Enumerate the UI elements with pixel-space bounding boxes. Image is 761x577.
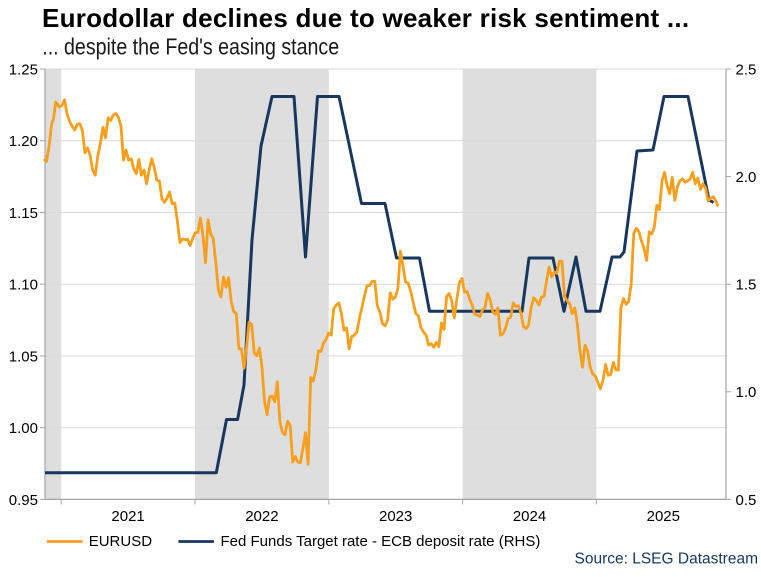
svg-text:1.25: 1.25 — [9, 61, 38, 78]
svg-text:EURUSD: EURUSD — [89, 533, 153, 550]
svg-text:1.0: 1.0 — [736, 384, 757, 401]
svg-text:1.00: 1.00 — [9, 420, 38, 437]
svg-text:Eurodollar declines due to wea: Eurodollar declines due to weaker risk s… — [42, 3, 689, 33]
svg-text:2021: 2021 — [111, 508, 144, 525]
svg-text:1.10: 1.10 — [9, 277, 38, 294]
svg-text:0.95: 0.95 — [9, 492, 38, 509]
svg-text:Fed Funds Target rate - ECB de: Fed Funds Target rate - ECB deposit rate… — [221, 533, 541, 550]
svg-text:0.5: 0.5 — [736, 492, 757, 509]
svg-text:2024: 2024 — [513, 508, 546, 525]
svg-text:1.20: 1.20 — [9, 133, 38, 150]
svg-text:2022: 2022 — [245, 508, 278, 525]
svg-text:Source: LSEG Datastream: Source: LSEG Datastream — [575, 551, 759, 568]
svg-text:2.5: 2.5 — [736, 61, 757, 78]
svg-text:1.15: 1.15 — [9, 205, 38, 222]
svg-text:1.5: 1.5 — [736, 277, 757, 294]
svg-text:1.05: 1.05 — [9, 348, 38, 365]
svg-text:2.0: 2.0 — [736, 169, 757, 186]
svg-text:... despite the Fed's easing s: ... despite the Fed's easing stance — [42, 33, 339, 60]
svg-text:2023: 2023 — [379, 508, 412, 525]
svg-text:2025: 2025 — [647, 508, 680, 525]
